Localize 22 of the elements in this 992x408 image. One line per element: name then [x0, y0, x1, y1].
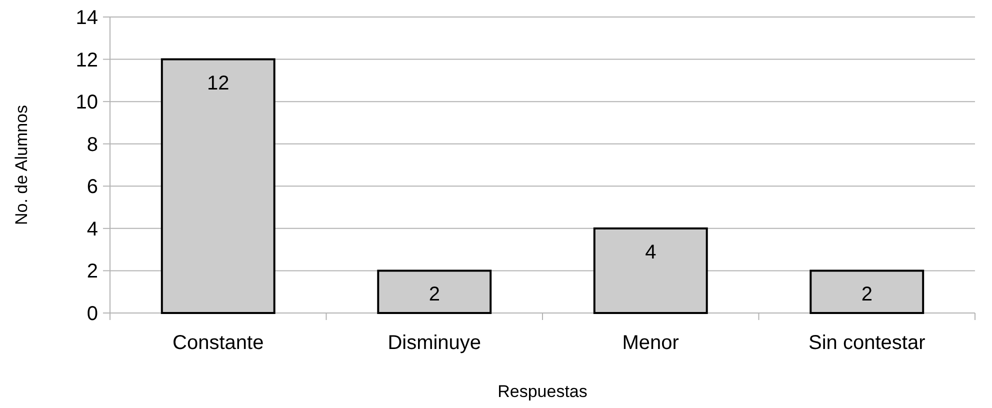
- y-tick-label: 4: [86, 218, 98, 240]
- x-tick-label: Menor: [622, 332, 680, 354]
- x-tick-label: Disminuye: [388, 332, 482, 354]
- y-tick-label: 14: [76, 7, 98, 29]
- data-label: 12: [207, 72, 230, 94]
- x-axis-title: Respuestas: [498, 382, 588, 401]
- data-label: 4: [645, 241, 656, 264]
- x-tick-label: Constante: [172, 332, 264, 354]
- data-label: 2: [861, 284, 872, 306]
- y-tick-label: 12: [76, 49, 98, 72]
- bar: [593, 227, 708, 314]
- data-label: 2: [428, 284, 440, 306]
- y-axis-title: No. de Alumnos: [12, 104, 31, 226]
- bar: [810, 270, 924, 314]
- y-tick-label: 10: [76, 92, 98, 114]
- y-tick-label: 0: [86, 303, 98, 325]
- y-tick-label: 8: [86, 134, 98, 156]
- x-tick-label: Sin contestar: [808, 332, 926, 354]
- bar: [160, 58, 276, 314]
- y-tick-label: 2: [86, 260, 98, 283]
- y-tick-label: 6: [86, 176, 98, 198]
- bar: [377, 270, 492, 314]
